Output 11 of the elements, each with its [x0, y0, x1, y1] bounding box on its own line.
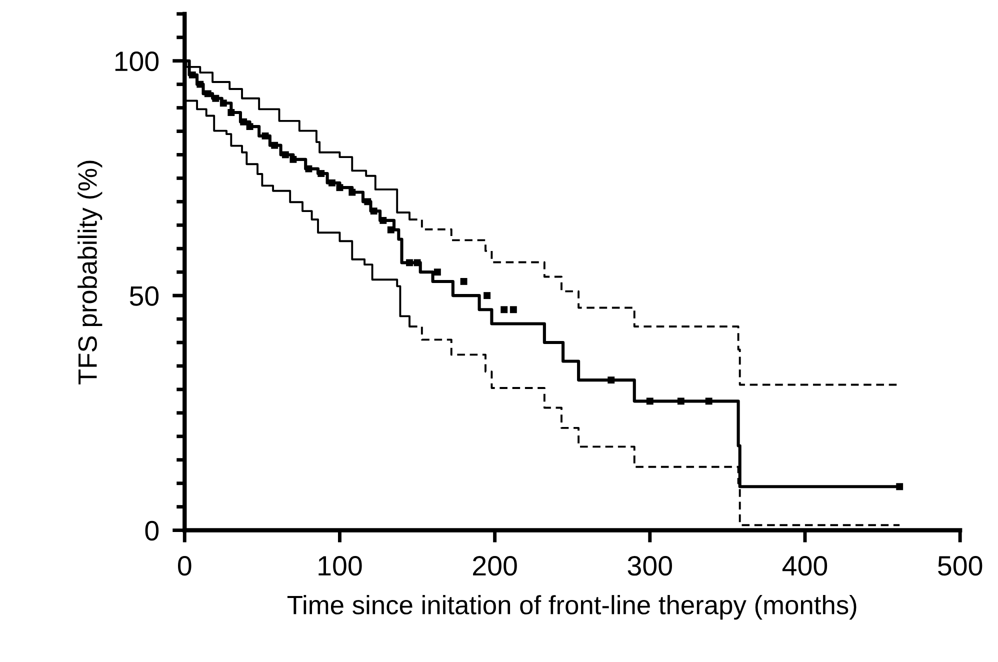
x-tick-label: 500: [938, 556, 982, 576]
x-tick-label: 100: [318, 556, 362, 576]
y-tick-label: 100: [115, 52, 159, 72]
x-tick-label: 400: [782, 556, 828, 576]
x-axis-title: Time since initation of front-line therapy (months): [287, 595, 856, 620]
y-tick-label: 50: [130, 286, 159, 306]
x-tick-label: 300: [628, 556, 672, 576]
y-tick-label: 0: [145, 520, 159, 541]
x-tick-label: 200: [473, 556, 517, 576]
y-axis-title: TFS probability (%): [78, 160, 102, 384]
x-tick-label: 0: [178, 556, 192, 576]
